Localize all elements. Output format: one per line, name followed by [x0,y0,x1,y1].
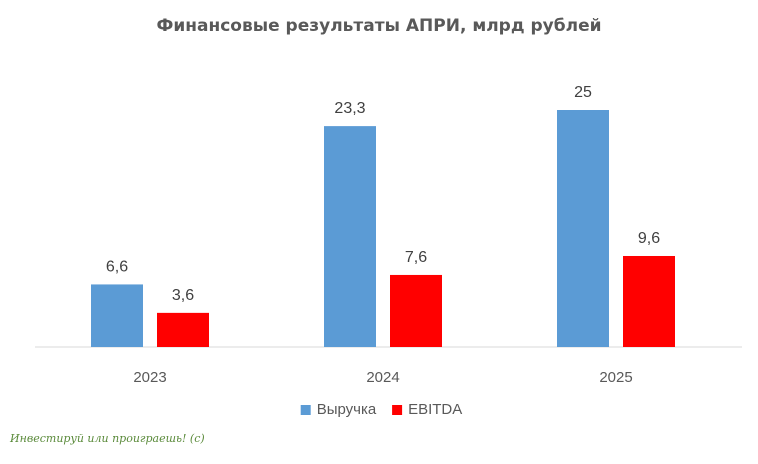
data-label-ebitda-2025: 9,6 [638,230,660,247]
bar-выручка-2023 [91,284,143,347]
x-tick-label-2025: 2025 [599,369,632,386]
legend-label-выручка: Выручка [317,401,377,418]
data-label-выручка-2025: 25 [574,84,592,101]
legend-swatch-ebitda [392,405,403,415]
chart-title: Финансовые результаты АПРИ, млрд рублей [156,16,602,36]
data-label-выручка-2024: 23,3 [334,100,365,117]
bar-выручка-2025 [557,110,609,347]
bar-выручка-2024 [324,126,376,347]
data-label-ebitda-2023: 3,6 [172,287,194,304]
bar-ebitda-2024 [390,274,442,347]
watermark-text: Инвестируй или проиграешь! (с) [10,432,205,445]
x-tick-label-2024: 2024 [366,369,399,386]
legend-swatch-выручка [300,405,311,415]
bar-ebitda-2025 [623,255,675,347]
x-tick-label-2023: 2023 [133,369,166,386]
legend-label-ebitda: EBITDA [408,401,462,418]
data-label-ebitda-2024: 7,6 [405,249,427,266]
bar-ebitda-2023 [157,312,209,347]
data-label-выручка-2023: 6,6 [106,258,128,275]
